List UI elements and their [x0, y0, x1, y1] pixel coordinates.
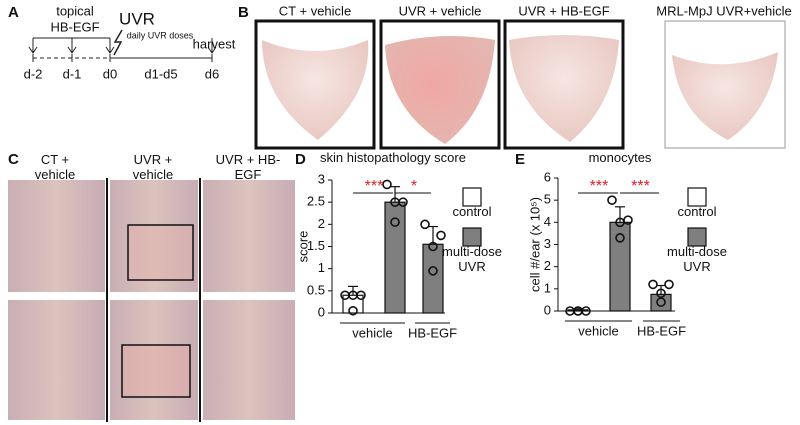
legend-swatch: [687, 227, 707, 247]
y-tick-label: 1: [544, 280, 551, 295]
y-tick-label: 2: [318, 216, 325, 231]
treatment: HB-EGF: [50, 19, 99, 34]
legend-swatch: [687, 187, 707, 207]
data-point: [656, 288, 666, 299]
x-tick-label: HB-EGF: [408, 325, 457, 340]
legend-swatch: [462, 227, 482, 247]
y-tick-label: 3: [544, 236, 551, 251]
legend-label: multi-dose UVR: [442, 244, 502, 274]
day: d0: [103, 66, 117, 81]
y-tick-label: 6: [544, 169, 551, 184]
panel-label: D: [295, 151, 306, 168]
day: d-1: [63, 66, 82, 81]
y-tick-label: 2.5: [307, 194, 325, 209]
panel-label: E: [515, 151, 525, 168]
day: d-2: [24, 66, 43, 81]
ear-photos: [254, 19, 786, 150]
data-point: [348, 305, 358, 316]
arrows: [28, 29, 217, 62]
skin-photos: [8, 178, 295, 422]
y-tick-label: 0: [318, 304, 325, 319]
significance: ***: [590, 178, 609, 195]
y-tick-label: 1.5: [307, 238, 325, 253]
data-point: [348, 290, 358, 301]
legend-label: multi-dose UVR: [667, 244, 727, 274]
significance: *: [411, 178, 417, 195]
y-tick-label: 1: [318, 260, 325, 275]
data-point: [648, 279, 658, 290]
column-header: CT + vehicle: [34, 152, 76, 182]
significance: ***: [365, 178, 384, 195]
caption: UVR + vehicle: [399, 3, 482, 18]
x-tick-label: vehicle: [352, 325, 392, 340]
dose-note: daily UVR doses: [127, 30, 194, 40]
y-tick-label: 0.5: [307, 282, 325, 297]
y-tick-label: 3: [318, 171, 325, 186]
panel-label: C: [8, 151, 19, 168]
data-point: [615, 233, 625, 243]
legend-label: control: [452, 204, 492, 219]
data-point: [436, 230, 446, 241]
data-point: [390, 217, 400, 227]
chart-title: skin histopathology score: [320, 150, 466, 165]
caption: CT + vehicle: [279, 3, 351, 18]
y-axis-label: score: [295, 231, 310, 263]
column-header: UVR + HB-EGF: [215, 152, 281, 182]
data-point: [382, 179, 392, 190]
bar: [567, 309, 589, 312]
bar: [342, 294, 364, 314]
caption: UVR + HB-EGF: [518, 3, 609, 18]
data-point: [664, 279, 674, 290]
panel-label: A: [8, 4, 19, 21]
y-tick-label: 2: [544, 258, 551, 273]
x-tick-label: HB-EGF: [637, 323, 686, 338]
data-point: [428, 266, 438, 276]
legend-swatch: [462, 187, 482, 207]
data-point: [615, 217, 625, 228]
chart-title: monocytes: [588, 150, 652, 165]
data-point: [390, 197, 400, 207]
treatment: topical: [56, 3, 94, 18]
exposure: UVR: [119, 9, 155, 28]
caption: MRL-MpJ UVR+vehicle: [656, 3, 791, 18]
data-point: [607, 195, 617, 205]
data-point: [656, 297, 666, 307]
y-tick-label: 5: [544, 192, 551, 207]
legend-label: control: [677, 204, 717, 219]
data-point: [573, 306, 583, 316]
panel-label: B: [238, 4, 249, 21]
significance: ***: [631, 178, 650, 195]
data-point: [428, 241, 438, 252]
y-tick-label: 0: [544, 302, 551, 317]
day: d6: [205, 66, 219, 81]
x-tick-label: vehicle: [578, 323, 618, 338]
bar: [609, 221, 631, 312]
endpoint: harvest: [193, 36, 236, 51]
column-header: UVR + vehicle: [132, 152, 174, 182]
y-tick-label: 4: [544, 214, 551, 229]
data-point: [420, 219, 430, 230]
y-axis-label: cell #/ear (x 10⁵): [527, 197, 542, 292]
day: d1-d5: [144, 66, 177, 81]
